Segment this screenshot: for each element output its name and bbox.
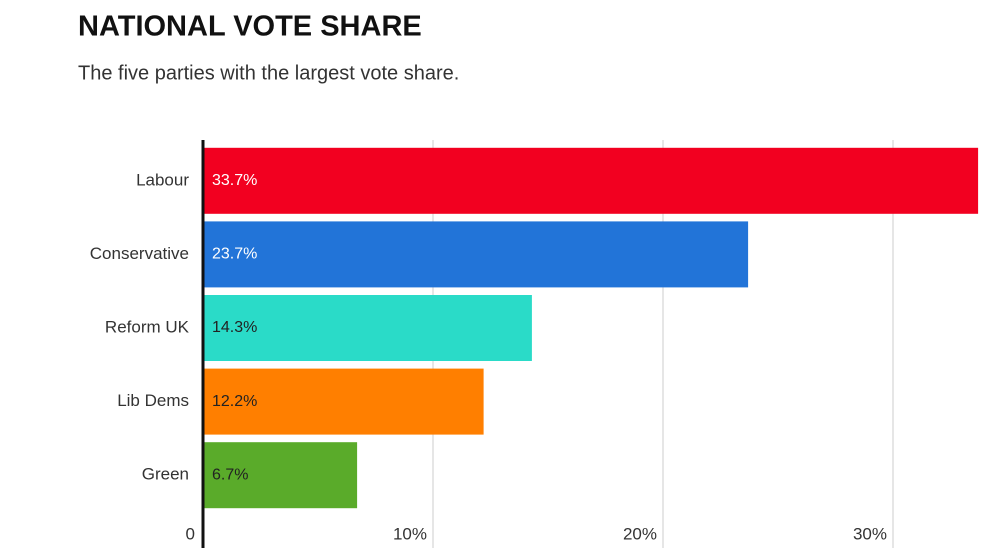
chart-subtitle: The five parties with the largest vote s…: [78, 62, 459, 84]
y-tick-label: Conservative: [90, 244, 189, 263]
value-label: 33.7%: [212, 172, 257, 189]
y-tick-label: Lib Dems: [117, 391, 189, 410]
bar: [203, 295, 532, 361]
y-tick-label: Labour: [136, 170, 189, 189]
value-label: 12.2%: [212, 393, 257, 410]
x-tick-label: 20%: [623, 524, 657, 543]
x-tick-label: 10%: [393, 524, 427, 543]
y-tick-label: Green: [142, 465, 189, 484]
x-tick-label: 30%: [853, 524, 887, 543]
bar: [203, 221, 749, 288]
x-tick-label: 0: [186, 524, 195, 543]
bar: [203, 147, 979, 214]
y-tick-label: Reform UK: [105, 317, 190, 336]
value-label: 14.3%: [212, 319, 257, 336]
value-label: 6.7%: [212, 466, 248, 483]
bar: [203, 442, 358, 509]
chart-title: NATIONAL VOTE SHARE: [78, 11, 422, 43]
value-label: 23.7%: [212, 246, 257, 263]
bar: [203, 368, 484, 435]
